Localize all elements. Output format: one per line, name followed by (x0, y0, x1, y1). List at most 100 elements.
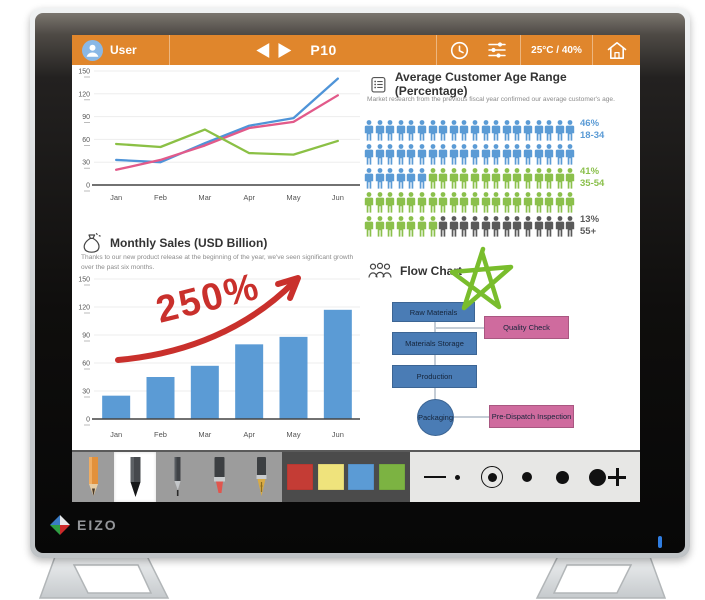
timer-button[interactable] (450, 41, 469, 60)
person-icon (544, 192, 554, 213)
person-icon (449, 216, 458, 237)
flow-connector-vertical (434, 322, 436, 406)
whiteboard-canvas[interactable]: 0 30 60 90 120 150 Jan Feb Mar Apr May Jun Average … (72, 65, 640, 450)
age-section-heading: Average Customer Age Range (Percentage) (394, 70, 567, 98)
age-group-label: 46% 18-34 (580, 118, 605, 141)
person-icon (534, 168, 543, 189)
person-icon (502, 216, 511, 237)
prev-page-button[interactable] (256, 42, 270, 58)
svg-text:Jan: Jan (110, 430, 122, 439)
person-icon (470, 120, 480, 141)
stroke-size-options (446, 466, 608, 488)
person-icon (481, 168, 490, 189)
stroke-size-option[interactable] (446, 466, 468, 488)
person-icon (491, 192, 501, 213)
person-icon (523, 144, 533, 165)
stroke-size-option[interactable] (586, 466, 608, 488)
color-palette (282, 452, 410, 502)
person-icon (449, 144, 458, 165)
person-icon (417, 192, 427, 213)
person-icon (513, 216, 522, 237)
color-swatch[interactable] (379, 464, 406, 490)
person-icon (460, 192, 469, 213)
orange-pencil-icon (89, 457, 98, 496)
person-icon (428, 216, 437, 237)
tool-red-marker[interactable] (198, 452, 240, 502)
person-icon (407, 216, 416, 237)
stroke-increase-button[interactable] (608, 468, 626, 486)
prev-arrow-icon (256, 42, 270, 58)
person-icon (523, 120, 533, 141)
person-icon (428, 120, 437, 141)
stroke-size-tray (410, 452, 640, 502)
person-icon (566, 144, 575, 165)
person-icon (375, 168, 384, 189)
svg-text:120: 120 (78, 305, 90, 312)
people-group-icon (368, 262, 392, 278)
person-icon (481, 216, 490, 237)
home-button[interactable] (592, 35, 640, 65)
flow-node-production[interactable]: Production (392, 365, 477, 388)
person-icon (438, 192, 448, 213)
person-icon (502, 168, 511, 189)
tool-fountain-pen[interactable] (240, 452, 282, 502)
age-pictograph: 46% 18-34 41% 35-54 13% 55+ (364, 117, 640, 237)
person-icon (385, 120, 395, 141)
stroke-size-option[interactable] (516, 466, 538, 488)
flow-node-pre-dispatch[interactable]: Pre-Dispatch Inspection (489, 405, 574, 428)
color-swatch[interactable] (348, 464, 375, 490)
person-icon (385, 144, 395, 165)
svg-text:Mar: Mar (198, 430, 211, 439)
pictograph-row (364, 141, 640, 165)
flow-connector-quality (435, 327, 484, 329)
person-icon (555, 120, 564, 141)
flow-node-materials-storage[interactable]: Materials Storage (392, 332, 477, 355)
pictograph-row (364, 213, 640, 237)
next-page-button[interactable] (278, 42, 292, 58)
person-icon (438, 144, 448, 165)
stroke-size-dot (522, 472, 532, 482)
person-icon (534, 144, 543, 165)
person-icon (470, 192, 480, 213)
svg-text:Feb: Feb (154, 193, 167, 202)
person-icon (385, 192, 395, 213)
person-icon (534, 120, 543, 141)
stroke-size-option[interactable] (551, 466, 573, 488)
tool-orange-pencil[interactable] (72, 452, 114, 502)
money-bag-icon (83, 232, 101, 253)
person-icon (513, 144, 522, 165)
person-icon (417, 144, 427, 165)
tool-mechanical-pencil[interactable] (156, 452, 198, 502)
stroke-decrease-button[interactable] (424, 475, 446, 479)
svg-text:May: May (286, 193, 300, 202)
person-icon (566, 216, 575, 237)
monitor-stand-right (535, 553, 667, 599)
flow-section-title: Flow Chart (368, 262, 462, 279)
person-icon (513, 120, 522, 141)
person-icon (438, 120, 448, 141)
svg-text:150: 150 (78, 69, 90, 76)
flow-node-raw-materials[interactable]: Raw Materials (392, 302, 475, 322)
user-menu[interactable]: User (72, 35, 170, 65)
person-icon (364, 120, 374, 141)
climate-readout: 25°C / 40% (520, 35, 592, 65)
person-icon (417, 120, 427, 141)
color-swatch[interactable] (317, 464, 344, 490)
red-marker-icon (214, 457, 225, 493)
monitor-frame: User P10 (30, 8, 690, 558)
svg-text:Mar: Mar (198, 193, 211, 202)
color-swatch[interactable] (286, 464, 313, 490)
tool-black-pencil[interactable] (114, 452, 156, 502)
brand-logo: EIZO (49, 514, 118, 536)
flow-node-packaging[interactable]: Packaging (417, 399, 454, 436)
person-icon (407, 144, 416, 165)
flow-node-quality-check[interactable]: Quality Check (484, 316, 569, 339)
settings-button[interactable] (487, 41, 507, 59)
person-icon (396, 144, 405, 165)
person-icon (555, 144, 564, 165)
black-pencil-icon (130, 457, 141, 497)
sales-section-subtitle: Thanks to our new product release at the… (81, 254, 354, 272)
person-icon (544, 216, 554, 237)
stroke-size-option[interactable] (481, 466, 503, 488)
